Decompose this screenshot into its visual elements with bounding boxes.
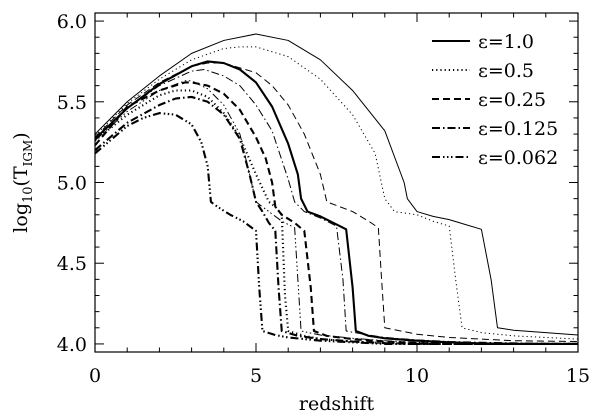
y-tick-label: 6.0 bbox=[57, 11, 87, 33]
x-axis-label: redshift bbox=[299, 393, 375, 415]
y-axis-label-base: log bbox=[10, 203, 32, 233]
series-line-thin-1 bbox=[94, 46, 579, 340]
x-tick-label: 5 bbox=[250, 365, 262, 387]
series-line-thick-0 bbox=[94, 60, 578, 345]
legend-label: ε=0.062 bbox=[478, 147, 558, 169]
y-axis-label-open: (T bbox=[10, 166, 32, 186]
legend: ε=1.0 ε=0.5 ε=0.25 ε=0.125 ε=0.062 bbox=[432, 31, 558, 169]
series-line-thick-4 bbox=[94, 112, 578, 345]
y-tick-label: 5.5 bbox=[57, 92, 87, 114]
y-axis-label-sub: 10 bbox=[21, 186, 36, 203]
legend-label: ε=0.125 bbox=[478, 118, 558, 140]
series-layer bbox=[94, 33, 579, 345]
legend-label: ε=1.0 bbox=[478, 31, 534, 53]
tick-layer: 0 5 10 15 4.0 4.5 5.0 5.5 6.0 bbox=[57, 11, 590, 387]
x-tick-label: 15 bbox=[566, 365, 590, 387]
y-axis-label-close: ) bbox=[10, 132, 32, 139]
series-line-thin-3 bbox=[94, 69, 579, 345]
series-line-thick-2 bbox=[94, 81, 578, 345]
x-tick-label: 10 bbox=[405, 365, 429, 387]
y-axis-label: log10(TIGM) bbox=[10, 132, 36, 232]
series-line-thick-3 bbox=[94, 95, 578, 345]
series-line-thin-2 bbox=[94, 62, 579, 343]
legend-label: ε=0.5 bbox=[478, 60, 534, 82]
x-tick-label: 0 bbox=[89, 365, 101, 387]
legend-label: ε=0.25 bbox=[478, 89, 546, 111]
series-line-thin-0 bbox=[94, 33, 579, 336]
y-axis-label-inner-sub: IGM bbox=[21, 140, 35, 167]
y-tick-label: 5.0 bbox=[57, 173, 87, 195]
y-tick-label: 4.0 bbox=[57, 334, 87, 356]
y-tick-label: 4.5 bbox=[57, 253, 87, 275]
